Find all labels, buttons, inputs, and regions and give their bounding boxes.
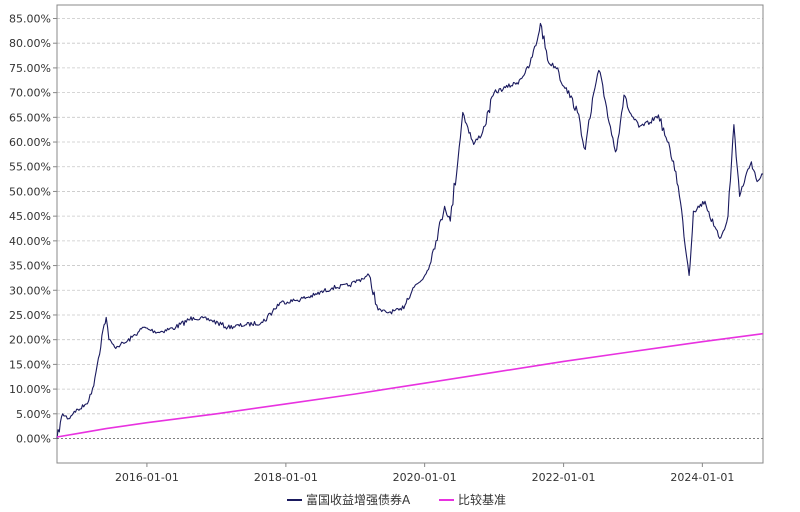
x-tick-label: 2018-01-01 — [254, 471, 318, 484]
y-tick-label: 65.00% — [9, 111, 51, 124]
x-tick-label: 2024-01-01 — [670, 471, 734, 484]
y-tick-label: 75.00% — [9, 62, 51, 75]
y-tick-label: 70.00% — [9, 87, 51, 100]
y-tick-label: 35.00% — [9, 260, 51, 273]
y-tick-label: 85.00% — [9, 13, 51, 26]
series-line-fund — [56, 22, 764, 439]
y-tick-label: 15.00% — [9, 358, 51, 371]
x-tick-label: 2022-01-01 — [532, 471, 596, 484]
y-tick-label: 40.00% — [9, 235, 51, 248]
y-axis-ticks: 0.00% 5.00% 10.00% 15.00% 20.00% 25.00% 30.00%… — [9, 13, 57, 446]
series-lines — [56, 22, 764, 439]
y-tick-label: 5.00% — [16, 408, 51, 421]
y-tick-label: 80.00% — [9, 37, 51, 50]
y-tick-label: 20.00% — [9, 334, 51, 347]
plot-frame — [56, 4, 764, 464]
grid-lines — [57, 18, 763, 415]
y-tick-label: 10.00% — [9, 383, 51, 396]
x-tick-label: 2020-01-01 — [393, 471, 457, 484]
y-tick-label: 60.00% — [9, 136, 51, 149]
legend-label-fund: 富国收益增强债券A — [306, 492, 411, 507]
x-axis-ticks: 2016-01-01 2018-01-01 2020-01-01 2022-01-01… — [115, 463, 734, 484]
y-tick-label: 45.00% — [9, 210, 51, 223]
x-tick-label: 2016-01-01 — [115, 471, 179, 484]
series-line-benchmark — [56, 332, 764, 438]
legend: 富国收益增强债券A 比较基准 — [287, 492, 506, 507]
y-tick-label: 30.00% — [9, 284, 51, 297]
legend-label-benchmark: 比较基准 — [458, 492, 506, 507]
y-tick-label: 0.00% — [16, 433, 51, 446]
y-tick-label: 55.00% — [9, 161, 51, 174]
y-tick-label: 50.00% — [9, 185, 51, 198]
y-tick-label: 25.00% — [9, 309, 51, 322]
